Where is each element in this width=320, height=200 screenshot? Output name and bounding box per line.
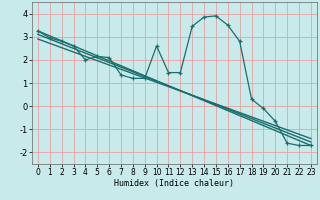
X-axis label: Humidex (Indice chaleur): Humidex (Indice chaleur) (115, 179, 234, 188)
